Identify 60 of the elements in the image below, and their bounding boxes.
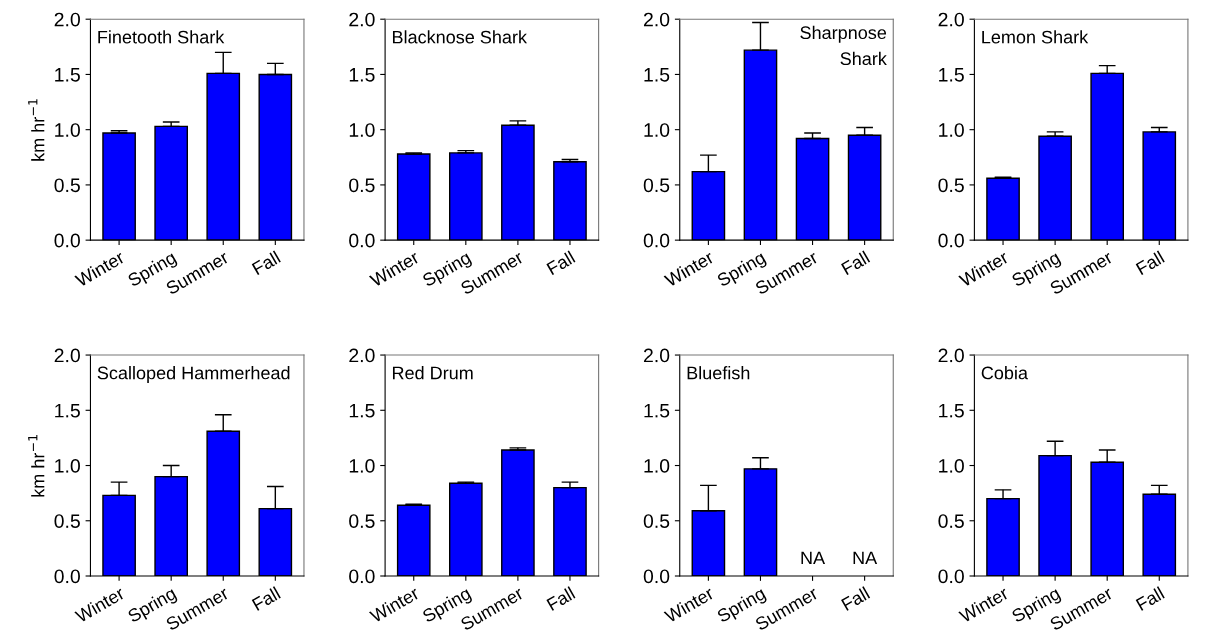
y-tick-label: 2.0: [938, 348, 964, 363]
y-tick-label: 2.0: [349, 12, 375, 27]
y-tick-label: 0.5: [349, 514, 375, 528]
y-tick-label: 2.0: [349, 348, 375, 363]
y-tick-label: 1.0: [939, 458, 964, 473]
y-tick-label: 1.5: [55, 403, 80, 418]
y-tick-label: 1.5: [55, 68, 80, 82]
chart-title: Finetooth Shark: [98, 30, 225, 44]
y-tick-label: 0.0: [54, 569, 80, 584]
y-tick-label: 2.0: [54, 12, 80, 27]
y-tick-label: 0.5: [349, 178, 375, 193]
y-tick-label: 2.0: [643, 12, 670, 27]
y-tick-label: 1.0: [55, 458, 80, 473]
y-tick-label: 0.0: [54, 233, 80, 248]
y-tick-label: 1.0: [55, 123, 80, 137]
x-tick-label: Fall: [840, 250, 871, 276]
y-tick-label: 0.0: [938, 569, 964, 584]
y-tick-label: 0.5: [938, 178, 964, 193]
y-tick-label: 1.5: [349, 68, 375, 82]
y-tick-label: 1.5: [644, 68, 670, 82]
y-tick-label: 0.5: [54, 178, 80, 193]
y-tick-label: 1.0: [644, 123, 670, 137]
y-tick-label: 0.0: [938, 233, 964, 248]
y-tick-label: 1.5: [644, 403, 670, 418]
y-tick-label: 2.0: [643, 348, 670, 363]
chart-title: Bluefish: [687, 366, 750, 380]
y-tick-label: 0.0: [643, 569, 670, 584]
x-tick-label: Fall: [546, 250, 576, 276]
chart-title: Cobia: [981, 366, 1028, 380]
annotation: NA: [801, 551, 826, 565]
y-axis-title: km hr$^{−1}$: [28, 434, 45, 497]
y-tick-label: 0.5: [54, 514, 80, 528]
y-tick-label: 0.5: [643, 178, 670, 193]
y-axis-title: km hr$^{−1}$: [28, 99, 45, 161]
y-tick-label: 1.0: [939, 123, 964, 137]
y-tick-label: 1.0: [349, 458, 375, 473]
y-tick-label: 1.0: [349, 123, 375, 137]
x-tick-label: Fall: [251, 586, 281, 612]
text: Scalloped Hammerhead: [97, 366, 290, 383]
x-tick-label: Fall: [546, 586, 576, 612]
y-tick-label: 2.0: [54, 348, 80, 363]
y-tick-label: 0.5: [643, 514, 670, 528]
x-tick-label: Fall: [251, 250, 281, 276]
x-tick-label: Fall: [840, 586, 871, 612]
y-tick-label: 1.5: [349, 403, 375, 418]
annotation: NA: [853, 551, 878, 565]
x-tick-label: Fall: [1135, 250, 1165, 276]
chart-title: Blacknose Shark: [392, 30, 528, 44]
y-tick-label: 1.5: [939, 403, 964, 418]
y-tick-label: 0.0: [643, 233, 670, 248]
x-tick-label: Fall: [1135, 586, 1165, 612]
text: Sharpnose Shark: [800, 25, 887, 66]
y-tick-label: 2.0: [938, 12, 964, 27]
y-tick-label: 1.5: [939, 68, 964, 82]
y-tick-label: 1.0: [644, 458, 670, 473]
chart-title: Red Drum: [392, 366, 473, 380]
y-tick-label: 0.0: [349, 233, 375, 248]
y-tick-label: 0.0: [349, 569, 375, 584]
y-tick-label: 0.5: [938, 514, 964, 528]
chart-title: Lemon Shark: [982, 30, 1089, 44]
